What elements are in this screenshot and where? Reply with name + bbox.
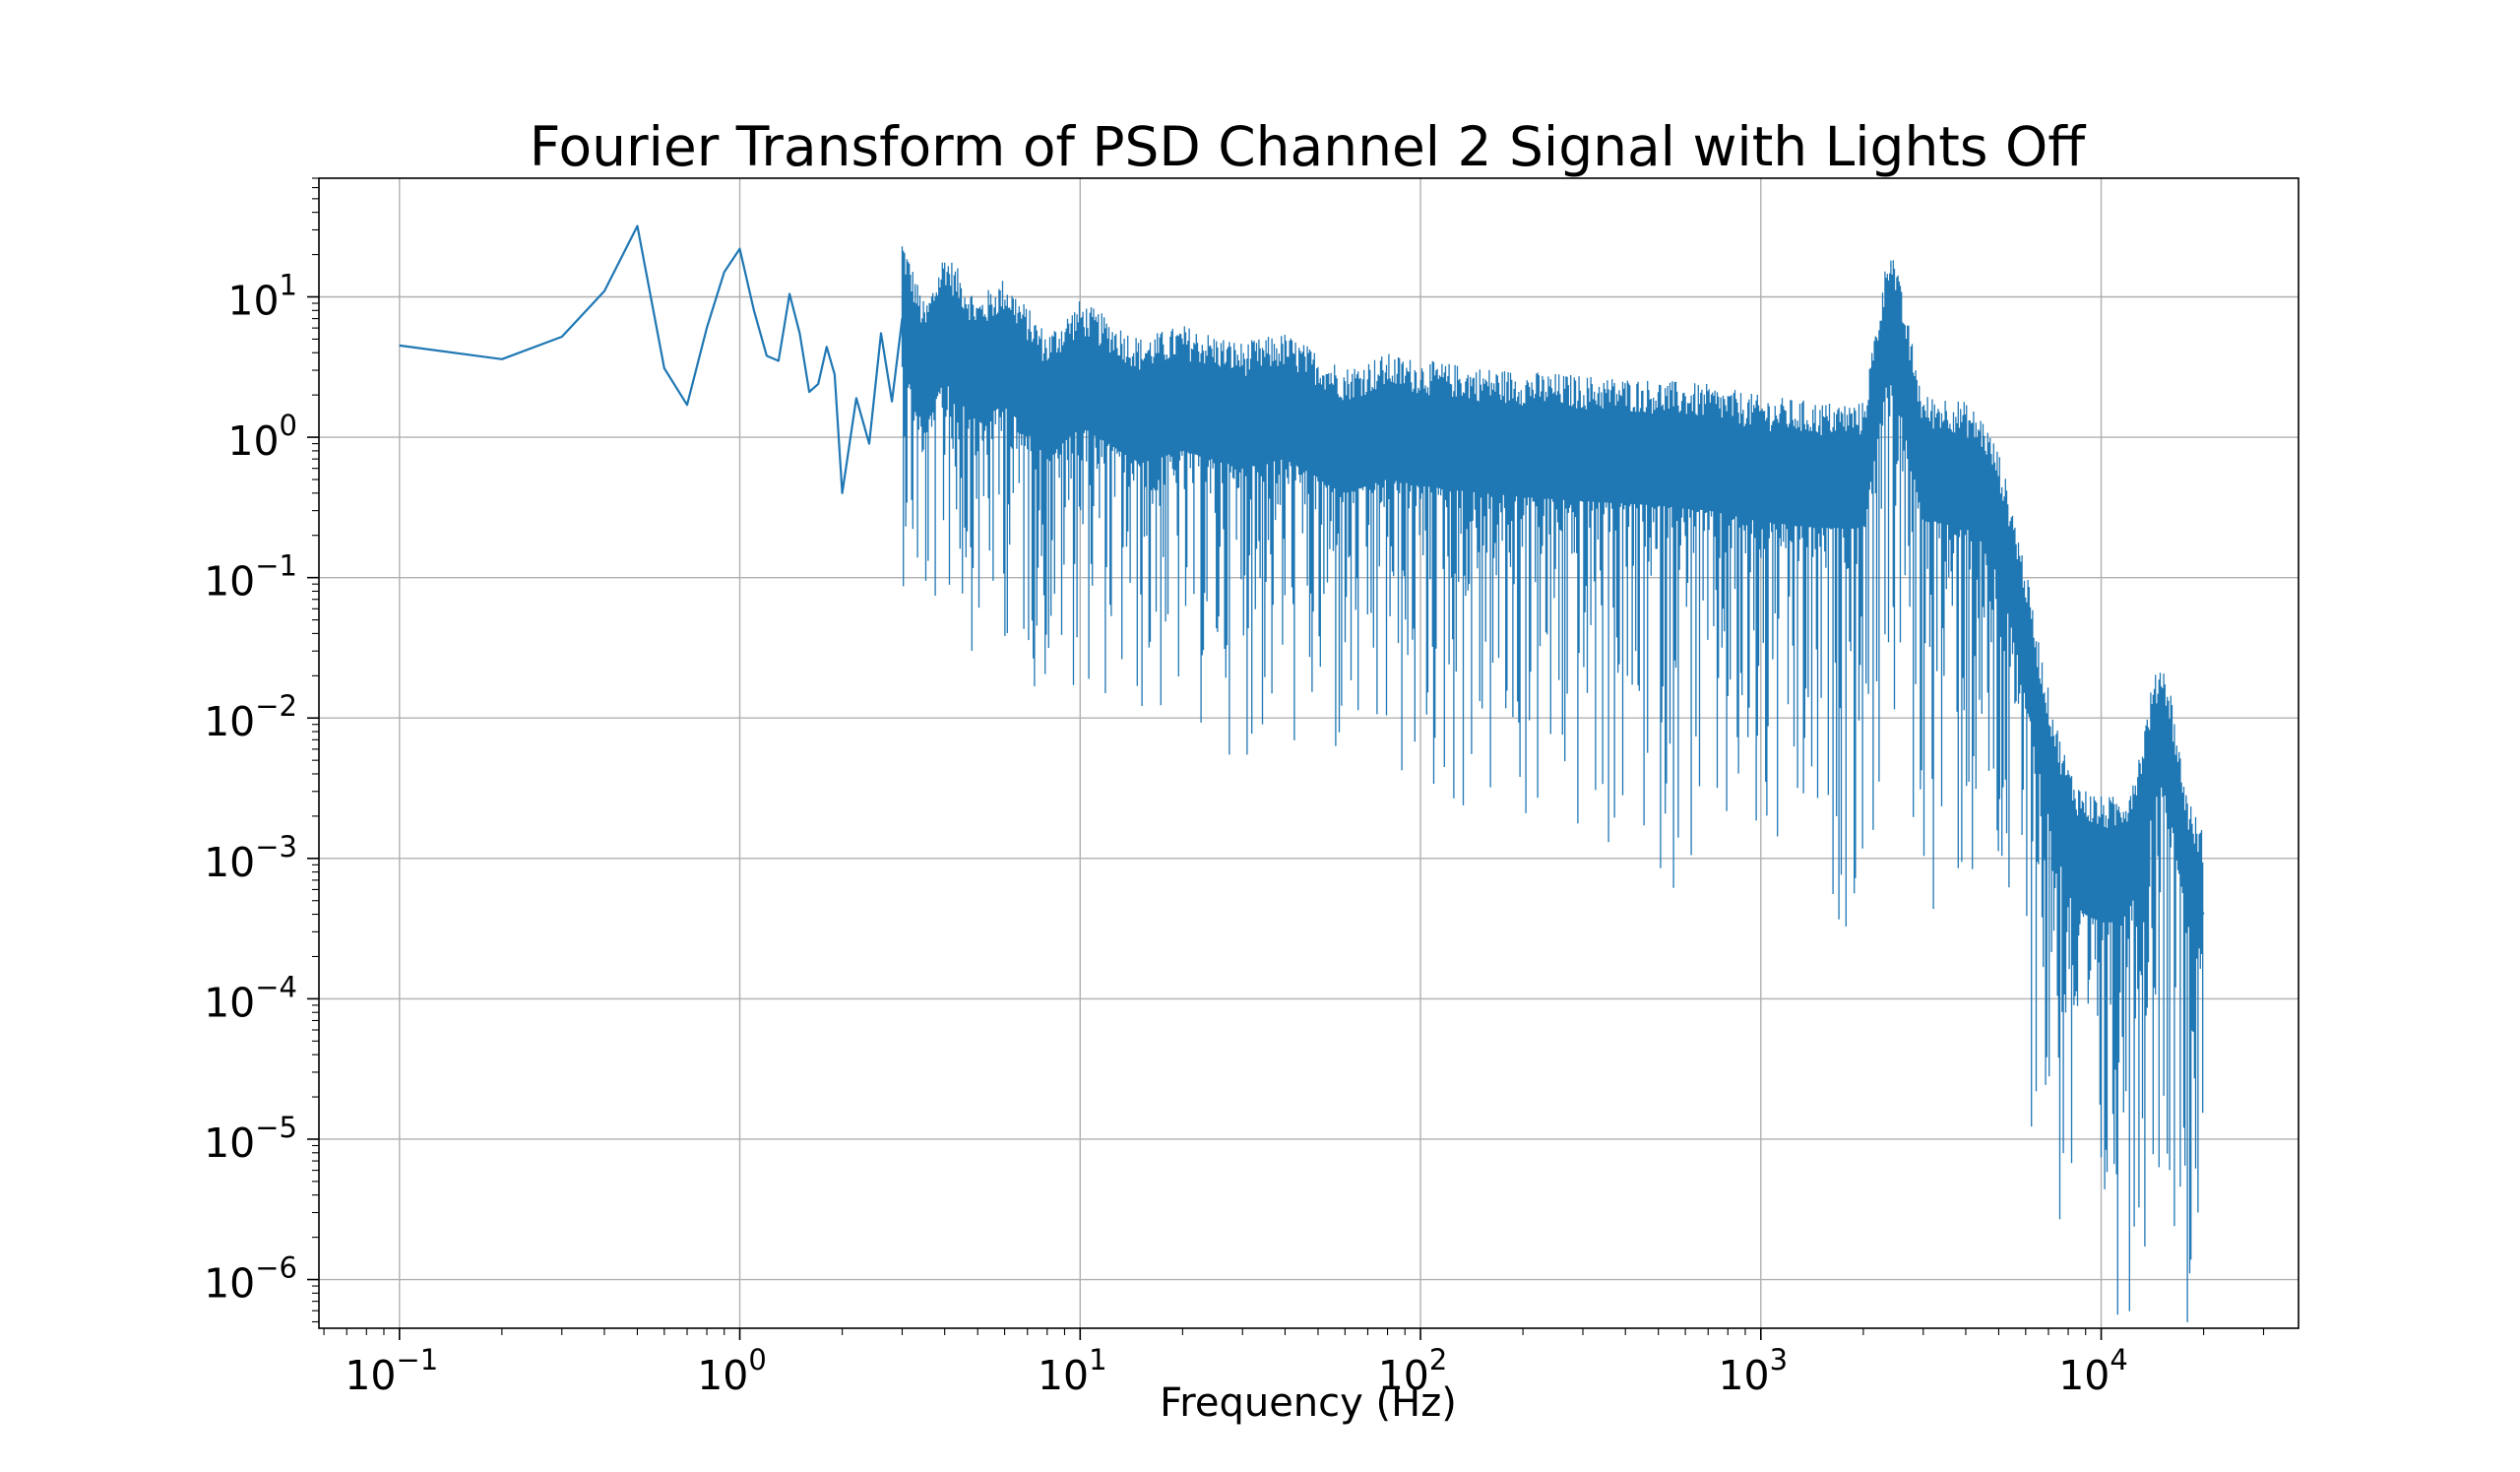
y-tick-exponent: 0: [280, 409, 297, 442]
x-tick-labels: 10−1 100 101 102 103 104: [345, 1343, 2128, 1399]
x-tick-exponent: −1: [397, 1343, 439, 1376]
y-tick-label: 100: [227, 409, 297, 465]
y-tick-label: 10−4: [204, 970, 297, 1026]
x-tick-exponent: 4: [2110, 1343, 2127, 1376]
x-tick-exponent: 3: [1770, 1343, 1788, 1376]
y-tick-exponent: −2: [255, 689, 297, 723]
y-tick-label: 10−1: [204, 549, 297, 606]
x-tick-base: 10: [2058, 1352, 2110, 1399]
chart-title: Fourier Transform of PSD Channel 2 Signa…: [530, 115, 2087, 178]
axis-ticks: [307, 177, 2265, 1340]
y-tick-base: 10: [204, 1260, 255, 1308]
x-tick-label: 102: [1378, 1343, 1448, 1399]
y-tick-exponent: 1: [280, 268, 297, 301]
y-tick-exponent: −4: [255, 970, 297, 1003]
y-tick-base: 10: [204, 558, 255, 606]
y-tick-exponent: −5: [255, 1111, 297, 1144]
y-tick-base: 10: [204, 1120, 255, 1167]
y-tick-label: 10−6: [204, 1251, 297, 1308]
y-tick-label: 101: [227, 268, 297, 324]
y-tick-label: 10−3: [204, 830, 297, 886]
x-tick-base: 10: [1038, 1352, 1089, 1399]
y-tick-base: 10: [204, 698, 255, 745]
x-tick-label: 104: [2058, 1343, 2128, 1399]
y-tick-base: 10: [204, 839, 255, 886]
x-axis-label: Frequency (Hz): [1160, 1380, 1457, 1426]
y-tick-base: 10: [227, 417, 279, 465]
x-tick-base: 10: [697, 1352, 748, 1399]
y-tick-label: 10−5: [204, 1111, 297, 1167]
x-tick-base: 10: [1378, 1352, 1429, 1399]
y-tick-exponent: −6: [255, 1251, 297, 1285]
series-line: [399, 224, 2205, 916]
x-tick-exponent: 0: [748, 1343, 766, 1376]
x-tick-label: 103: [1718, 1343, 1788, 1399]
y-tick-exponent: −1: [255, 549, 297, 583]
x-tick-exponent: 1: [1089, 1343, 1106, 1376]
y-tick-label: 10−2: [204, 689, 297, 745]
y-tick-base: 10: [227, 277, 279, 324]
x-tick-exponent: 2: [1429, 1343, 1447, 1376]
x-tick-base: 10: [1718, 1352, 1769, 1399]
noise-band-path: [901, 246, 2204, 1322]
x-tick-label: 101: [1038, 1343, 1107, 1399]
x-tick-label: 100: [697, 1343, 767, 1399]
plot-area-frame: [318, 177, 2300, 1329]
x-tick-base: 10: [345, 1352, 396, 1399]
x-tick-label: 10−1: [345, 1343, 438, 1399]
noise-band: [901, 246, 2204, 1322]
y-tick-base: 10: [204, 979, 255, 1026]
y-tick-exponent: −3: [255, 830, 297, 864]
